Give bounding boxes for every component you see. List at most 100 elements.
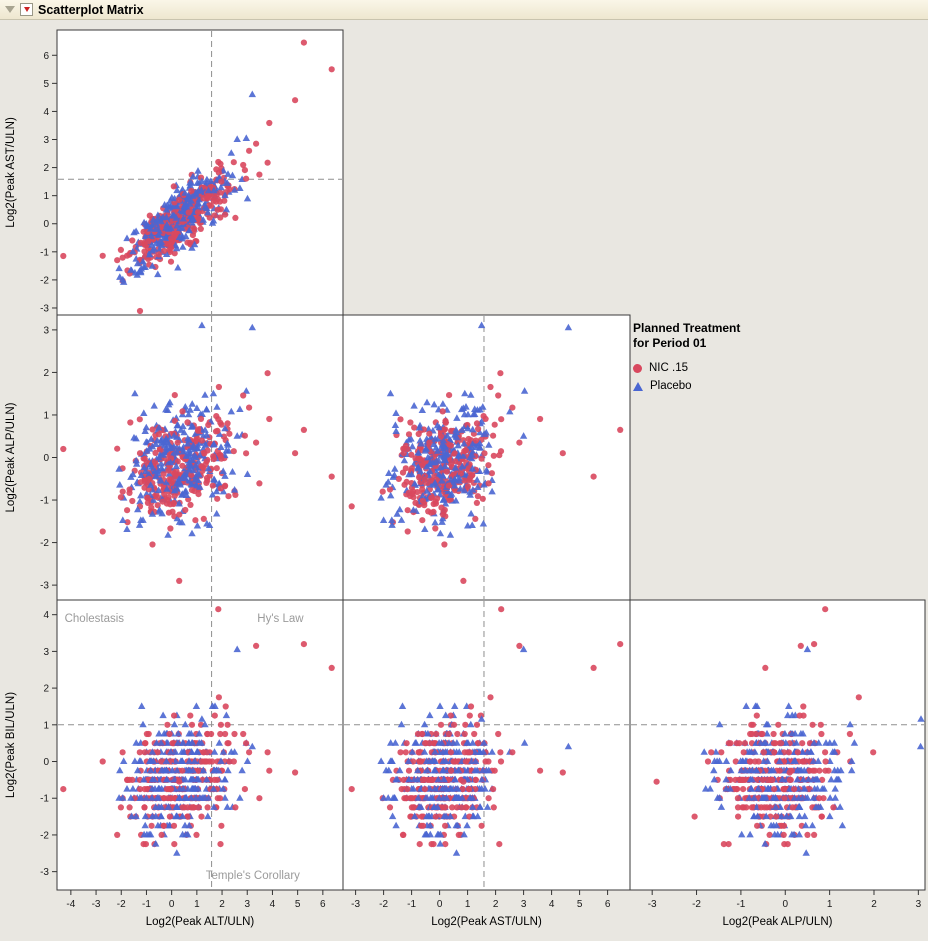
- data-point[interactable]: [155, 423, 163, 431]
- data-point[interactable]: [120, 757, 128, 764]
- data-point[interactable]: [181, 189, 189, 196]
- data-point[interactable]: [423, 766, 431, 774]
- data-point[interactable]: [168, 786, 175, 793]
- data-point[interactable]: [188, 748, 196, 755]
- data-point[interactable]: [410, 775, 418, 783]
- data-point[interactable]: [738, 830, 746, 838]
- data-point[interactable]: [452, 794, 460, 801]
- data-point[interactable]: [132, 456, 140, 464]
- data-point[interactable]: [803, 794, 812, 801]
- data-point[interactable]: [485, 795, 492, 802]
- data-point[interactable]: [433, 730, 440, 738]
- data-point[interactable]: [482, 758, 489, 765]
- data-point[interactable]: [182, 506, 189, 514]
- data-point[interactable]: [426, 785, 434, 792]
- data-point[interactable]: [155, 453, 163, 461]
- data-point[interactable]: [420, 822, 427, 829]
- data-point[interactable]: [151, 467, 159, 475]
- data-point[interactable]: [115, 465, 123, 472]
- data-point[interactable]: [462, 758, 469, 765]
- data-point[interactable]: [189, 215, 197, 222]
- data-point[interactable]: [803, 645, 812, 653]
- data-point[interactable]: [185, 757, 193, 764]
- data-point[interactable]: [232, 804, 239, 811]
- data-point[interactable]: [188, 487, 196, 494]
- data-point[interactable]: [713, 757, 721, 764]
- data-point[interactable]: [167, 748, 175, 755]
- data-point[interactable]: [386, 804, 394, 811]
- data-point[interactable]: [129, 776, 136, 784]
- data-point[interactable]: [233, 135, 241, 142]
- data-point[interactable]: [194, 469, 202, 477]
- data-point[interactable]: [197, 186, 206, 193]
- data-point[interactable]: [148, 794, 156, 801]
- data-point[interactable]: [407, 419, 414, 426]
- data-point[interactable]: [421, 476, 428, 483]
- data-point[interactable]: [179, 243, 187, 250]
- data-point[interactable]: [236, 794, 244, 801]
- data-point[interactable]: [461, 730, 468, 738]
- data-point[interactable]: [473, 420, 481, 427]
- data-point[interactable]: [464, 421, 471, 429]
- data-point[interactable]: [170, 720, 179, 728]
- data-point[interactable]: [218, 822, 225, 829]
- data-point[interactable]: [163, 485, 171, 492]
- data-point[interactable]: [203, 431, 211, 438]
- data-point[interactable]: [116, 766, 124, 774]
- data-point[interactable]: [754, 785, 763, 792]
- data-point[interactable]: [800, 703, 807, 710]
- data-point[interactable]: [469, 739, 477, 746]
- data-point[interactable]: [222, 730, 229, 738]
- data-point[interactable]: [451, 450, 458, 457]
- data-point[interactable]: [195, 804, 202, 811]
- data-point[interactable]: [174, 263, 182, 271]
- data-point[interactable]: [490, 452, 497, 459]
- data-point[interactable]: [444, 487, 452, 495]
- data-point[interactable]: [848, 766, 856, 774]
- data-point[interactable]: [483, 803, 492, 810]
- data-point[interactable]: [126, 486, 133, 493]
- data-point[interactable]: [771, 830, 779, 838]
- data-point[interactable]: [196, 794, 204, 801]
- data-point[interactable]: [809, 757, 818, 764]
- data-point[interactable]: [204, 812, 212, 820]
- data-point[interactable]: [445, 496, 452, 504]
- data-point[interactable]: [132, 227, 140, 235]
- data-point[interactable]: [178, 207, 187, 215]
- data-point[interactable]: [124, 507, 131, 514]
- data-point[interactable]: [162, 766, 170, 774]
- data-point[interactable]: [417, 439, 425, 447]
- data-point[interactable]: [462, 721, 469, 728]
- data-point[interactable]: [446, 392, 453, 399]
- data-point[interactable]: [831, 785, 839, 792]
- data-point[interactable]: [179, 739, 187, 746]
- data-point[interactable]: [423, 462, 431, 470]
- data-point[interactable]: [822, 758, 829, 765]
- data-point[interactable]: [171, 470, 178, 477]
- data-point[interactable]: [846, 720, 854, 728]
- data-point[interactable]: [476, 748, 484, 755]
- data-point[interactable]: [222, 711, 231, 719]
- data-point[interactable]: [176, 479, 184, 486]
- data-point[interactable]: [131, 389, 139, 397]
- data-point[interactable]: [219, 785, 227, 792]
- data-point[interactable]: [187, 712, 194, 719]
- data-point[interactable]: [786, 776, 793, 784]
- data-point[interactable]: [116, 481, 124, 488]
- data-point[interactable]: [141, 427, 149, 434]
- data-point[interactable]: [780, 831, 787, 839]
- data-point[interactable]: [452, 426, 460, 433]
- data-point[interactable]: [348, 503, 355, 510]
- data-point[interactable]: [165, 225, 173, 232]
- data-point[interactable]: [171, 392, 178, 399]
- data-point[interactable]: [195, 215, 202, 222]
- data-point[interactable]: [209, 216, 218, 224]
- data-point[interactable]: [777, 812, 786, 820]
- data-point[interactable]: [152, 440, 160, 447]
- data-point[interactable]: [186, 406, 194, 413]
- data-point[interactable]: [217, 841, 224, 848]
- data-point[interactable]: [416, 758, 423, 765]
- data-point[interactable]: [328, 66, 335, 73]
- data-point[interactable]: [230, 486, 239, 493]
- data-point[interactable]: [434, 775, 442, 783]
